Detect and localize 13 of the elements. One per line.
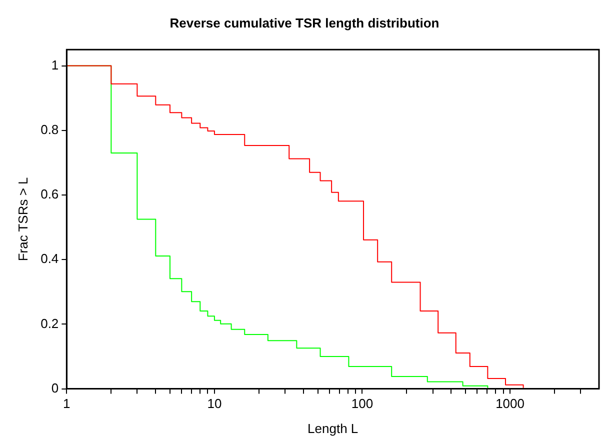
x-tick-label: 1000 (496, 396, 524, 412)
y-tick-label: 0 (51, 380, 59, 396)
y-tick-label: 1 (51, 57, 59, 72)
x-tick-label: 10 (207, 396, 222, 412)
x-axis-title: Length L (308, 420, 358, 436)
y-tick-label: 0.8 (40, 122, 59, 137)
y-tick-label: 0.6 (40, 186, 59, 202)
y-tick-label: 0.4 (40, 251, 59, 266)
x-tick-label: 1 (63, 396, 70, 412)
x-tick-label: 100 (351, 396, 374, 412)
y-axis-title: Frac TSRs > L (15, 177, 30, 262)
y-tick-label: 0.2 (40, 316, 59, 331)
chart-title: Reverse cumulative TSR length distribution (170, 15, 440, 30)
